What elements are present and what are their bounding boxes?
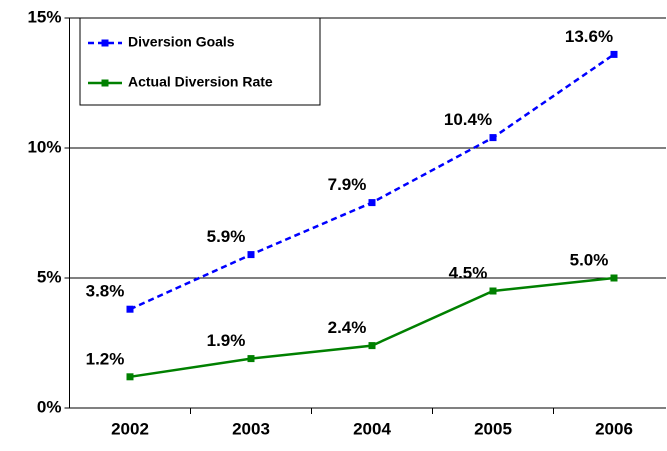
point-marker [368,342,376,350]
legend-box [79,17,321,106]
point-marker [610,50,618,58]
legend-label: Diversion Goals [128,34,235,50]
point-marker [126,373,134,381]
point-marker [247,355,255,363]
data-label: 5.9% [207,227,246,246]
data-label: 1.9% [207,331,246,350]
point-marker [489,287,497,295]
point-marker [247,251,255,259]
x-tick-label: 2005 [474,419,512,438]
series-line [129,276,615,379]
x-tick-label: 2002 [111,419,149,438]
point-marker [489,134,497,142]
y-tick-label: 10% [27,137,61,156]
data-label: 10.4% [444,110,492,129]
data-label: 7.9% [328,175,367,194]
point-marker [368,199,376,207]
legend: Diversion Goals Actual Diversion Rate [79,17,321,106]
y-tick-label: 5% [37,267,62,286]
y-tick-label: 0% [37,397,62,416]
data-label: 5.0% [570,250,609,269]
legend-marker [101,79,109,87]
x-tick-label: 2004 [353,419,391,438]
point-marker [126,305,134,313]
data-label: 1.2% [86,349,125,368]
x-tick-label: 2006 [595,419,633,438]
data-label: 2.4% [328,318,367,337]
data-label: 3.8% [86,282,125,301]
x-tick-label: 2003 [232,419,270,438]
data-label: 4.5% [449,263,488,282]
legend-label: Actual Diversion Rate [128,74,273,90]
point-marker [610,274,618,282]
legend-marker [101,39,109,47]
y-tick-label: 15% [27,7,61,26]
data-label: 13.6% [565,27,613,46]
